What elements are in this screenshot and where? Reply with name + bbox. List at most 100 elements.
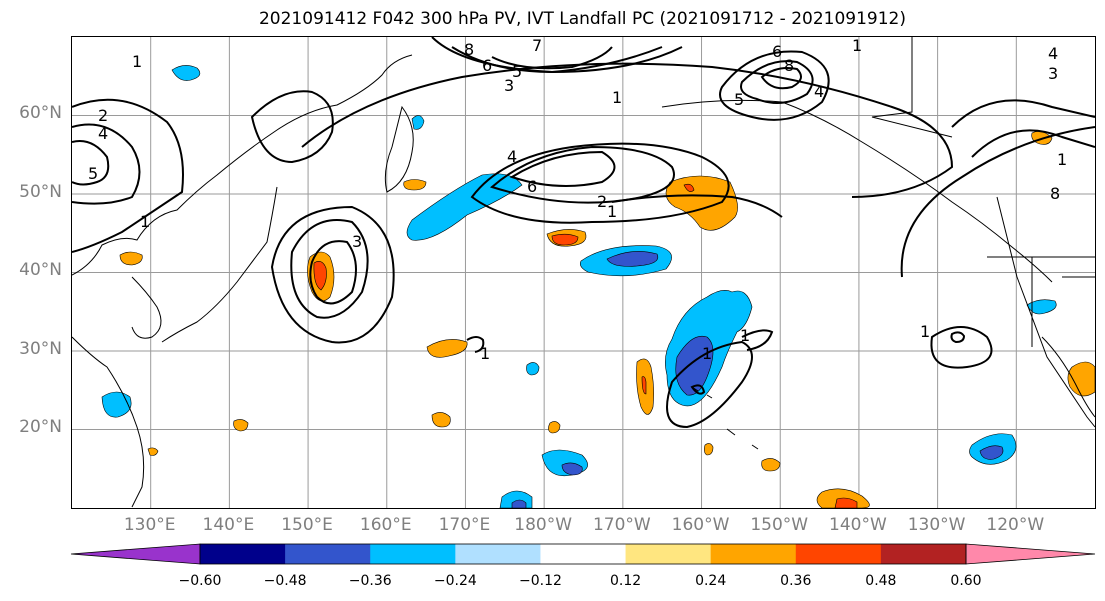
contour-label: 1 [612, 88, 622, 107]
colorbar-cell [285, 544, 371, 564]
anomaly-orange [233, 419, 249, 432]
pv-contour [930, 326, 993, 369]
contour-label: 1 [140, 212, 150, 231]
anomaly-red [641, 376, 647, 395]
anomaly-orange [426, 339, 468, 358]
colorbar-cell [880, 544, 967, 564]
anomaly-orange [1067, 361, 1095, 397]
anomaly-blue [526, 362, 540, 376]
contour-label: 5 [512, 62, 522, 81]
colorbar-cell [625, 544, 712, 564]
colorbar-cell [710, 544, 797, 564]
lon-tick-label: 130°E [123, 515, 176, 535]
colorbar-border [199, 543, 967, 565]
lat-tick-label: 50°N [19, 182, 62, 202]
colorbar-tick-label: −0.60 [178, 573, 222, 589]
lon-tick-label: 160°E [359, 515, 412, 535]
colorbar-tick-label: −0.48 [263, 573, 307, 589]
contour-label: 1 [740, 326, 750, 345]
contour-label: 6 [527, 177, 537, 196]
map-svg: 2 4 5 1 3 2 1 6 4 8 6 5 3 7 1 6 8 5 4 1 … [72, 37, 1095, 508]
colorbar-tick-label: 0.48 [865, 573, 897, 589]
anomaly-orange [119, 251, 143, 266]
anomaly-blue [171, 65, 201, 81]
anomaly-orange [431, 412, 451, 428]
pv-contour [611, 194, 783, 218]
contour-label: 1 [480, 344, 490, 363]
pv-contour [72, 140, 110, 186]
chart-title: 2021091412 F042 300 hPa PV, IVT Landfall… [258, 9, 906, 29]
anomaly-red [834, 497, 858, 508]
contour-label: 3 [504, 76, 514, 95]
anomaly-orange [704, 443, 714, 456]
coastline-kamchatka [384, 105, 414, 193]
anomaly-blue [561, 462, 583, 476]
contour-label: 2 [98, 106, 108, 125]
coastline-japan [161, 186, 278, 343]
contour-label: 1 [852, 37, 862, 55]
contour-label: 3 [352, 232, 362, 251]
anomaly-blue [411, 115, 425, 130]
anomaly-red [313, 261, 327, 291]
pv-contour [900, 126, 1095, 278]
coastline-asia [72, 54, 413, 276]
anomaly-blue [101, 391, 132, 418]
pv-contour [489, 145, 675, 204]
pv-contour [719, 50, 830, 121]
colorbar [70, 543, 1096, 565]
anomaly-orange [403, 179, 427, 191]
contour-label: 8 [464, 40, 474, 59]
colorbar-cell [200, 544, 286, 564]
anomaly-red [551, 233, 579, 246]
anomaly-orange [147, 447, 159, 456]
pv-contour [301, 62, 954, 198]
lon-tick-label: 180°W [514, 515, 573, 535]
colorbar-tick-label: −0.36 [348, 573, 392, 589]
colorbar-tick-label: 0.12 [609, 573, 642, 589]
anomaly-blue [406, 173, 523, 241]
anomaly-blue [1026, 299, 1057, 315]
pv-contours [72, 37, 1095, 429]
pv-contour [466, 336, 485, 353]
pv-contour [250, 90, 334, 164]
anomaly-orange [665, 175, 738, 231]
colorbar-tick-label: −0.24 [433, 573, 477, 589]
pv-contour [740, 60, 814, 104]
contour-label: 5 [88, 164, 98, 183]
lon-tick-label: 140°W [829, 515, 887, 535]
contour-label: 1 [132, 52, 142, 71]
contour-label: 8 [784, 56, 794, 75]
anomaly-orange [761, 458, 781, 472]
coastline-alaska [661, 99, 1053, 283]
pv-contour [451, 46, 663, 74]
colorbar-cell [540, 544, 627, 564]
colorbar-cell [795, 544, 882, 564]
pv-contour [309, 240, 357, 305]
contour-label: 8 [1050, 184, 1060, 203]
colorbar-tick-label: 0.36 [780, 573, 812, 589]
colorbar-cell [455, 544, 541, 564]
pv-contour [290, 219, 369, 319]
contour-label: 5 [734, 90, 744, 109]
contour-labels: 2 4 5 1 3 2 1 6 4 8 6 5 3 7 1 6 8 5 4 1 … [88, 37, 1067, 363]
pv-contour [491, 46, 613, 70]
lon-tick-label: 130°W [907, 515, 966, 535]
contour-label: 2 [597, 192, 607, 211]
lon-tick-label: 120°W [986, 515, 1045, 535]
hawaii-islands [691, 386, 759, 450]
contour-label: 4 [814, 82, 824, 101]
lat-tick-label: 20°N [19, 417, 62, 437]
pv-contour [950, 331, 966, 344]
map-gridlines [72, 37, 1095, 508]
contour-label: 6 [772, 42, 782, 61]
contour-label: 7 [532, 37, 542, 55]
coastline-korea [131, 276, 162, 339]
colorbar-extend-high [965, 543, 1096, 565]
colorbar-tick-label: 0.60 [950, 573, 982, 589]
colorbar-extend-low [70, 543, 201, 565]
lat-tick-label: 40°N [19, 260, 62, 280]
anomaly-blue [606, 251, 659, 267]
lat-tick-label: 30°N [19, 339, 62, 359]
colorbar-cell [370, 544, 456, 564]
lon-tick-label: 140°E [202, 515, 255, 535]
